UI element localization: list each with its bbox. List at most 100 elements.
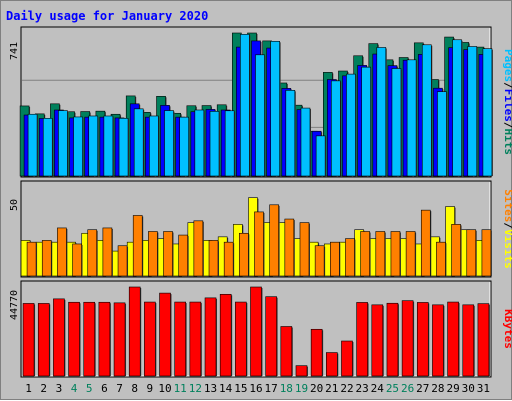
panel-visits_sites: 50 Sites/Visits	[9, 180, 512, 278]
legend-kbytes: KBytes	[502, 309, 512, 349]
legend-entry: /	[502, 222, 512, 229]
bar-pages-day-9	[149, 115, 159, 177]
legend-visits_sites: Sites/Visits	[502, 189, 512, 269]
bar-kbytes-day-29	[447, 301, 459, 377]
bar-pages-day-10	[164, 110, 174, 177]
bar-kbytes-day-1	[22, 303, 35, 377]
day-label-26: 26	[401, 382, 414, 395]
bar-pages-day-17	[270, 40, 280, 177]
bar-sites-day-30	[466, 229, 477, 277]
bar-kbytes-day-4	[68, 301, 80, 377]
legend-entry: Hits	[502, 129, 512, 156]
bar-sites-day-11	[178, 234, 188, 277]
bar-sites-day-29	[451, 224, 461, 277]
day-label-29: 29	[446, 382, 459, 395]
day-label-3: 3	[56, 382, 63, 395]
bar-kbytes-day-31	[477, 303, 490, 377]
bar-pages-day-6	[103, 115, 114, 177]
bar-pages-day-21	[331, 80, 341, 177]
bar-sites-day-26	[405, 231, 416, 277]
bar-pages-day-16	[255, 54, 265, 177]
bar-sites-day-9	[148, 231, 158, 277]
bar-kbytes-day-26	[401, 300, 414, 377]
day-label-14: 14	[219, 382, 233, 395]
bar-pages-day-12	[194, 109, 205, 177]
bar-pages-day-3	[58, 110, 68, 177]
legend-entry: Visits	[502, 229, 512, 269]
bar-kbytes-day-23	[356, 302, 368, 377]
bar-sites-day-23	[360, 231, 370, 277]
series-sites	[26, 204, 492, 277]
bar-kbytes-day-22	[341, 340, 353, 377]
bar-sites-day-4	[72, 243, 82, 277]
bar-kbytes-day-18	[280, 326, 293, 377]
bar-sites-day-21	[330, 241, 340, 277]
bar-sites-day-20	[314, 245, 325, 277]
day-label-5: 5	[86, 382, 93, 395]
bar-sites-day-6	[102, 227, 113, 277]
day-label-1: 1	[25, 382, 32, 395]
bar-kbytes-day-21	[326, 352, 338, 377]
bar-sites-day-8	[132, 215, 143, 277]
day-label-9: 9	[147, 382, 154, 395]
bar-pages-day-24	[376, 47, 387, 177]
bar-pages-day-13	[209, 111, 220, 177]
bar-sites-day-2	[41, 240, 52, 277]
bar-sites-day-5	[87, 229, 98, 277]
bar-pages-day-31	[482, 48, 493, 177]
day-label-27: 27	[416, 382, 429, 395]
bar-pages-day-23	[361, 66, 371, 177]
bar-sites-day-12	[193, 220, 204, 277]
bar-kbytes-day-30	[462, 304, 475, 377]
chart-title: Daily usage for January 2020	[6, 9, 208, 23]
bar-sites-day-31	[481, 229, 492, 277]
bar-sites-day-25	[390, 231, 401, 277]
bar-kbytes-day-27	[416, 302, 429, 377]
legend-entry: Pages	[502, 49, 512, 82]
bar-pages-day-11	[179, 116, 189, 177]
bar-kbytes-day-19	[295, 365, 308, 377]
bar-pages-day-18	[285, 90, 296, 177]
bar-kbytes-day-5	[83, 301, 96, 377]
bar-kbytes-day-2	[37, 303, 50, 377]
bar-sites-day-1	[26, 241, 37, 277]
panel-kbytes: 44770 KBytes	[9, 280, 512, 378]
legend-entry: KBytes	[502, 309, 512, 349]
day-label-21: 21	[325, 382, 338, 395]
series-kbytes	[22, 286, 490, 377]
y-max-label: 44770	[9, 290, 20, 320]
bar-kbytes-day-9	[144, 301, 156, 377]
bar-sites-day-16	[254, 211, 264, 277]
day-label-18: 18	[280, 382, 293, 395]
bar-pages-day-28	[437, 91, 447, 177]
bar-pages-day-26	[406, 59, 417, 177]
day-label-24: 24	[371, 382, 385, 395]
bar-kbytes-day-13	[204, 297, 217, 377]
bar-sites-day-24	[375, 231, 386, 277]
bar-kbytes-day-14	[219, 293, 232, 377]
bar-sites-day-7	[117, 245, 128, 277]
bar-kbytes-day-15	[235, 301, 247, 377]
bar-pages-day-1	[27, 113, 38, 177]
day-label-25: 25	[386, 382, 399, 395]
bar-pages-day-20	[315, 135, 326, 177]
bar-pages-day-30	[467, 46, 478, 177]
bar-kbytes-day-6	[98, 301, 111, 377]
day-label-17: 17	[265, 382, 278, 395]
day-label-15: 15	[234, 382, 247, 395]
bar-kbytes-day-24	[371, 304, 384, 377]
bar-pages-day-27	[421, 44, 432, 177]
legend-entry: Files	[502, 89, 512, 122]
y-max-label: 50	[9, 199, 20, 211]
bar-pages-day-15	[240, 34, 250, 177]
bar-sites-day-28	[436, 241, 446, 277]
day-label-23: 23	[356, 382, 369, 395]
bar-kbytes-day-7	[113, 302, 126, 377]
bar-sites-day-14	[223, 241, 234, 277]
day-label-30: 30	[462, 382, 475, 395]
bar-sites-day-15	[239, 232, 249, 277]
bar-sites-day-27	[420, 209, 431, 277]
bar-kbytes-day-11	[174, 301, 186, 377]
